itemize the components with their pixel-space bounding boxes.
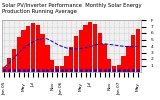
- Bar: [79, 30, 83, 72]
- Bar: [45, 45, 49, 72]
- Bar: [21, 30, 26, 72]
- Bar: [83, 25, 88, 72]
- Bar: [64, 56, 69, 72]
- Bar: [112, 66, 116, 72]
- Bar: [12, 49, 16, 72]
- Bar: [36, 25, 40, 72]
- Bar: [117, 65, 121, 72]
- Bar: [74, 36, 78, 72]
- Bar: [31, 23, 35, 72]
- Bar: [17, 37, 21, 72]
- Bar: [7, 58, 11, 72]
- Bar: [2, 67, 7, 72]
- Bar: [93, 24, 97, 72]
- Bar: [40, 34, 45, 72]
- Bar: [126, 46, 131, 72]
- Bar: [55, 66, 59, 72]
- Bar: [121, 56, 126, 72]
- Bar: [69, 47, 73, 72]
- Text: Solar PV/Inverter Performance  Monthly Solar Energy Production Running Average: Solar PV/Inverter Performance Monthly So…: [2, 3, 141, 14]
- Bar: [26, 26, 30, 72]
- Bar: [102, 44, 107, 72]
- Bar: [50, 60, 54, 72]
- Bar: [98, 33, 102, 72]
- Bar: [107, 59, 112, 72]
- Bar: [136, 29, 140, 72]
- Bar: [88, 22, 92, 72]
- Bar: [131, 35, 135, 72]
- Bar: [60, 66, 64, 72]
